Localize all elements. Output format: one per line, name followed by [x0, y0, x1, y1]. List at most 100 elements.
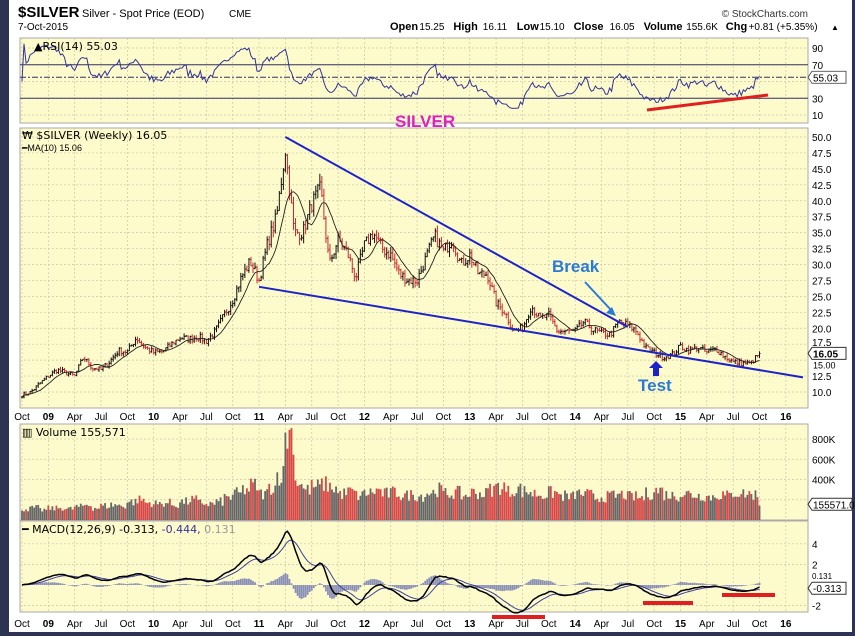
- macd-histogram-bar: [647, 585, 649, 589]
- x-axis-label-bottom: Oct: [436, 619, 452, 630]
- macd-histogram-bar: [669, 585, 672, 586]
- macd-histogram-bar: [229, 581, 232, 585]
- quote-high-label: High: [453, 21, 478, 33]
- price-tick-label: 20.0: [812, 324, 832, 335]
- volume-bar: [61, 510, 64, 520]
- macd-histogram-bar: [351, 585, 354, 591]
- volume-bar: [341, 499, 344, 520]
- x-axis-label: Jul: [95, 412, 108, 423]
- x-axis-label-bottom: Jul: [95, 619, 108, 630]
- volume-bar: [675, 499, 678, 520]
- volume-bar: [290, 428, 293, 520]
- macd-histogram-bar: [100, 585, 102, 588]
- macd-histogram-bar: [525, 583, 528, 585]
- volume-bar: [596, 498, 599, 520]
- volume-bar: [489, 483, 491, 520]
- volume-bar: [430, 493, 433, 520]
- x-axis-label-bottom: Jul: [727, 619, 740, 630]
- volume-bar: [55, 505, 58, 520]
- macd-histogram-bar: [446, 583, 449, 585]
- macd-histogram-bar: [424, 580, 427, 585]
- macd-histogram-bar: [709, 584, 712, 585]
- volume-bar: [663, 500, 666, 520]
- price-tick-label: 37.5: [812, 213, 832, 224]
- test-annotation: Test: [638, 376, 672, 395]
- volume-bar: [276, 472, 279, 520]
- volume-bar: [590, 489, 593, 520]
- volume-bar: [531, 496, 534, 520]
- volume-bar: [549, 486, 552, 520]
- quote-low-value: 15.10: [540, 22, 565, 33]
- macd-histogram-bar: [691, 582, 694, 585]
- volume-bar: [588, 490, 591, 520]
- macd-histogram-bar: [252, 581, 254, 585]
- x-axis-label: Apr: [67, 412, 83, 423]
- volume-bar: [406, 490, 408, 520]
- macd-histogram-bar: [260, 585, 262, 588]
- macd-histogram-bar: [551, 582, 554, 585]
- macd-histogram-bar: [329, 585, 331, 598]
- x-axis-label-bottom: Oct: [14, 619, 30, 630]
- macd-histogram-bar: [547, 580, 550, 585]
- volume-bar: [268, 483, 271, 520]
- quote-open-value: 15.25: [419, 22, 444, 33]
- macd-histogram-bar: [659, 585, 662, 588]
- volume-bar: [726, 490, 729, 520]
- x-axis-label: Oct: [541, 412, 557, 423]
- macd-histogram-bar: [221, 581, 224, 585]
- volume-bar: [468, 496, 471, 520]
- macd-histogram-bar: [653, 585, 656, 589]
- price-legend: ₩ $SILVER (Weekly) 16.05: [22, 129, 167, 142]
- volume-bar: [724, 495, 726, 520]
- volume-bar: [545, 497, 548, 520]
- macd-histogram-bar: [272, 580, 275, 585]
- x-axis-label-bottom: Oct: [541, 619, 557, 630]
- volume-bar: [327, 491, 329, 520]
- volume-bar: [712, 495, 714, 520]
- macd-histogram-bar: [207, 585, 210, 587]
- volume-bar: [191, 495, 194, 520]
- price-current-value: 16.05: [813, 349, 838, 360]
- x-axis-label: Jul: [516, 412, 529, 423]
- macd-histogram-bar: [707, 584, 710, 585]
- price-tick-label: 42.5: [812, 181, 832, 192]
- macd-histogram-bar: [304, 585, 307, 598]
- macd-histogram-bar: [94, 585, 96, 587]
- volume-bar: [497, 482, 500, 520]
- x-axis-label: 10: [148, 412, 160, 423]
- macd-histogram-bar: [689, 582, 692, 585]
- volume-bar: [606, 491, 609, 520]
- macd-histogram-bar: [714, 584, 716, 585]
- volume-bar: [568, 499, 570, 520]
- volume-bar: [199, 499, 202, 520]
- x-axis-label-bottom: Apr: [67, 619, 83, 630]
- volume-bar: [63, 509, 66, 520]
- volume-bar: [227, 496, 230, 520]
- volume-bar: [114, 504, 117, 520]
- volume-bar: [132, 505, 135, 520]
- macd-histogram-bar: [104, 585, 106, 587]
- macd-histogram-bar: [470, 585, 473, 588]
- rsi-panel: [19, 37, 809, 124]
- macd-histogram-bar: [118, 583, 121, 585]
- volume-bar: [205, 503, 208, 520]
- volume-bar: [35, 505, 38, 520]
- volume-bar: [104, 503, 106, 520]
- volume-bar: [738, 496, 741, 520]
- volume-bar: [452, 498, 455, 520]
- volume-bar: [100, 503, 102, 520]
- volume-bar: [626, 491, 629, 520]
- macd-histogram-bar: [553, 583, 556, 585]
- volume-bar: [551, 497, 554, 520]
- volume-bar: [576, 490, 579, 520]
- macd-histogram-bar: [562, 585, 564, 586]
- volume-bar: [499, 494, 502, 520]
- macd-histogram-bar: [414, 585, 416, 588]
- macd-histogram-bar: [87, 584, 90, 585]
- volume-bar: [345, 495, 348, 520]
- volume-bar: [399, 500, 402, 520]
- macd-histogram-bar: [580, 582, 583, 585]
- volume-bar: [584, 491, 587, 520]
- volume-bar: [604, 502, 607, 520]
- volume-bar: [256, 490, 258, 520]
